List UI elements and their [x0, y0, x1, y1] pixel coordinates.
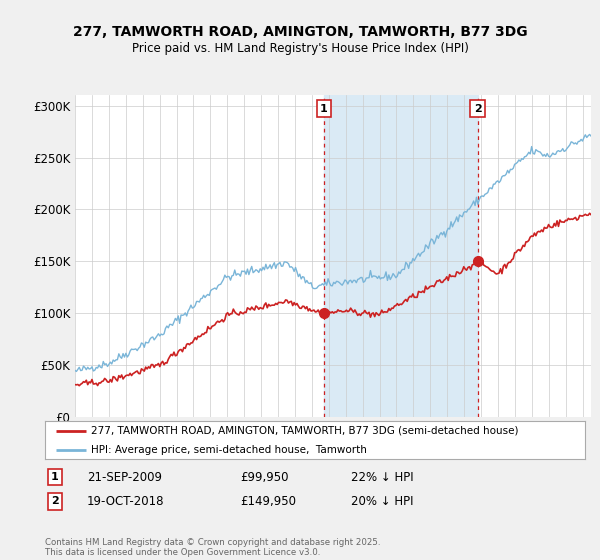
Text: HPI: Average price, semi-detached house,  Tamworth: HPI: Average price, semi-detached house,…	[91, 445, 367, 455]
Text: £149,950: £149,950	[240, 494, 296, 508]
Text: 1: 1	[51, 472, 59, 482]
Text: 1: 1	[320, 104, 328, 114]
Text: 277, TAMWORTH ROAD, AMINGTON, TAMWORTH, B77 3DG (semi-detached house): 277, TAMWORTH ROAD, AMINGTON, TAMWORTH, …	[91, 426, 518, 436]
Text: £99,950: £99,950	[240, 470, 289, 484]
Text: 22% ↓ HPI: 22% ↓ HPI	[351, 470, 413, 484]
Text: 2: 2	[474, 104, 482, 114]
Text: Price paid vs. HM Land Registry's House Price Index (HPI): Price paid vs. HM Land Registry's House …	[131, 42, 469, 55]
Bar	[324, 95, 478, 417]
Text: 2: 2	[51, 496, 59, 506]
Text: 21-SEP-2009: 21-SEP-2009	[87, 470, 162, 484]
Text: 277, TAMWORTH ROAD, AMINGTON, TAMWORTH, B77 3DG: 277, TAMWORTH ROAD, AMINGTON, TAMWORTH, …	[73, 25, 527, 39]
Text: 19-OCT-2018: 19-OCT-2018	[87, 494, 164, 508]
Text: 20% ↓ HPI: 20% ↓ HPI	[351, 494, 413, 508]
Text: Contains HM Land Registry data © Crown copyright and database right 2025.
This d: Contains HM Land Registry data © Crown c…	[45, 538, 380, 557]
